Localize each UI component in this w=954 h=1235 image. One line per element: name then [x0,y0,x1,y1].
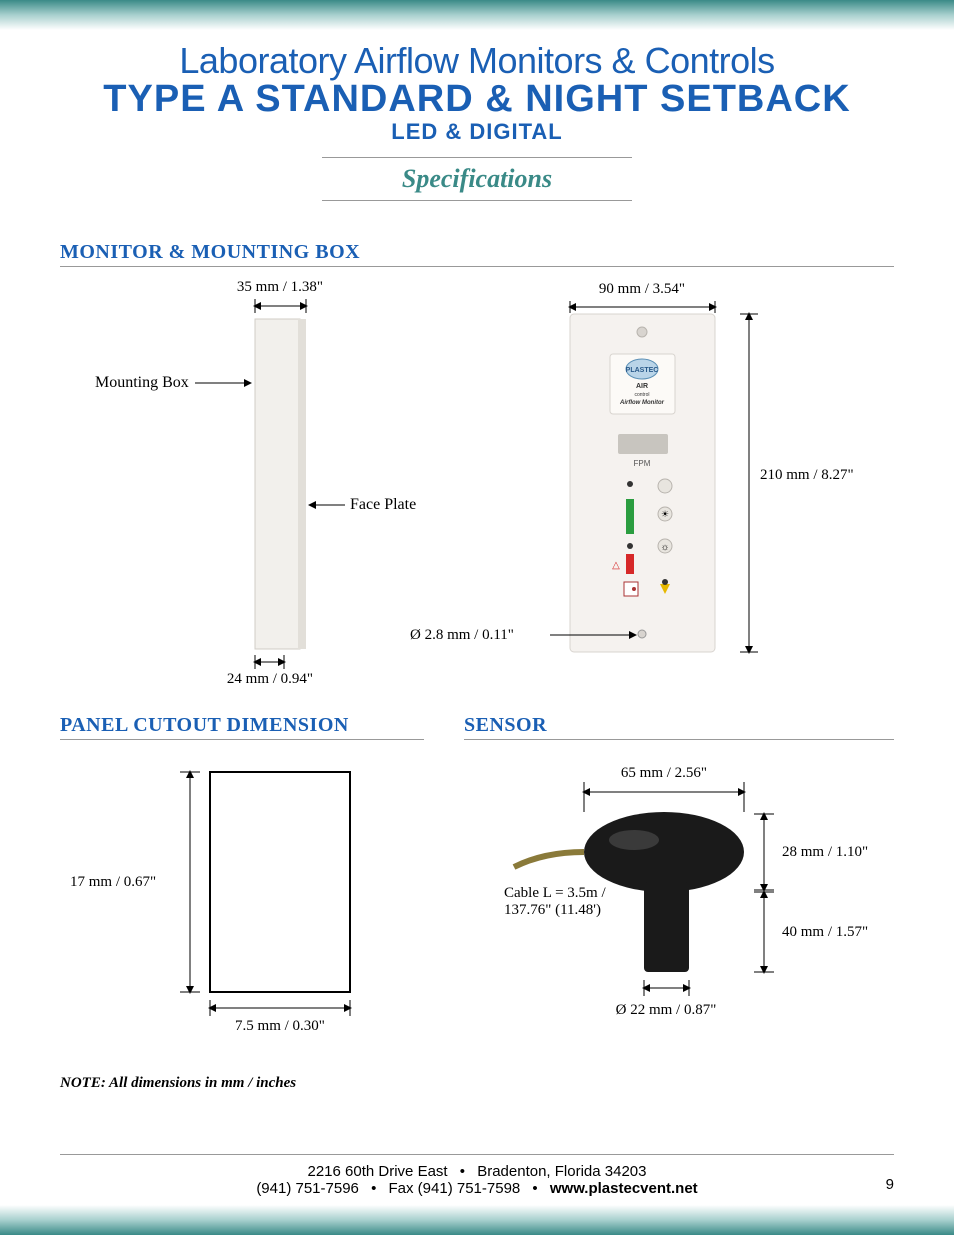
dim-sensor-cable2: 137.76" (11.48') [504,902,601,918]
header-variant: LED & DIGITAL [0,119,954,145]
svg-text:PLASTEC: PLASTEC [626,367,659,374]
top-gradient-bar [0,0,954,30]
sensor-heading: SENSOR [464,714,894,740]
cutout-heading: PANEL CUTOUT DIMENSION [60,714,424,740]
face-plate-edge [298,319,306,649]
footer-phone: (941) 751-7596 [256,1180,359,1197]
dim-sensor-stem-h: 40 mm / 1.57" [782,924,868,940]
label-mounting-box: Mounting Box [95,374,189,391]
dim-cutout-width: 7.5 mm / 0.30" [235,1018,325,1032]
dim-monitor-width: 90 mm / 3.54" [599,281,685,297]
header-subtitle: Laboratory Airflow Monitors & Controls [0,40,954,82]
bullet-icon: • [532,1180,537,1197]
page-header: Laboratory Airflow Monitors & Controls T… [0,0,954,201]
label-face-plate: Face Plate [350,496,416,513]
svg-text:FPM: FPM [634,459,651,468]
dim-hole: Ø 2.8 mm / 0.11" [410,627,514,643]
dim-box-width: 35 mm / 1.38" [237,279,323,295]
cutout-section: PANEL CUTOUT DIMENSION 17 mm / 0.67" 7.5… [60,714,424,1057]
monitor-diagram: 35 mm / 1.38" 24 mm / 0.94" Mounting Box… [60,279,894,699]
dim-cutout-height: 17 mm / 0.67" [70,874,156,890]
svg-text:△: △ [612,560,620,571]
dim-sensor-head-h: 28 mm / 1.10" [782,844,868,860]
page-number: 9 [886,1176,894,1193]
sensor-section: SENSOR 65 mm / 2.56" [464,714,894,1057]
bullet-icon: • [460,1163,465,1180]
page-footer: 2216 60th Drive East • Bradenton, Florid… [60,1154,894,1197]
cutout-diagram: 17 mm / 0.67" 7.5 mm / 0.30" [60,752,420,1032]
svg-text:AIR: AIR [636,383,648,390]
mounting-box-shape [255,319,300,649]
monitor-section: MONITOR & MOUNTING BOX 35 mm / 1.38" [60,241,894,704]
dim-sensor-cable1: Cable L = 3.5m / [504,885,606,901]
footer-web: www.plastecvent.net [550,1180,698,1197]
svg-text:☼: ☼ [660,542,669,553]
dim-box-depth: 24 mm / 0.94" [227,671,313,687]
content-area: MONITOR & MOUNTING BOX 35 mm / 1.38" [0,201,954,1092]
lower-row: PANEL CUTOUT DIMENSION 17 mm / 0.67" 7.5… [60,714,894,1057]
sensor-diagram: 65 mm / 2.56" 28 mm / 1.10" 40 mm / 1.57… [464,752,894,1052]
header-title: TYPE A STANDARD & NIGHT SETBACK [0,78,954,121]
dim-sensor-width: 65 mm / 2.56" [621,765,707,781]
dim-monitor-height: 210 mm / 8.27" [760,467,854,483]
svg-text:Airflow Monitor: Airflow Monitor [619,400,665,406]
svg-text:control: control [634,392,649,398]
svg-text:☀: ☀ [661,509,669,519]
footer-city: Bradenton, Florida 34203 [477,1163,646,1180]
footer-address: 2216 60th Drive East [308,1163,448,1180]
bullet-icon: • [371,1180,376,1197]
bottom-gradient-bar [0,1205,954,1235]
monitor-section-heading: MONITOR & MOUNTING BOX [60,241,894,267]
specifications-heading: Specifications [322,157,632,201]
dimensions-note: NOTE: All dimensions in mm / inches [60,1075,894,1092]
monitor-front: PLASTEC AIR control Airflow Monitor FPM … [570,314,715,652]
dim-sensor-stem-dia: Ø 22 mm / 0.87" [616,1002,717,1018]
footer-fax: Fax (941) 751-7598 [389,1180,521,1197]
